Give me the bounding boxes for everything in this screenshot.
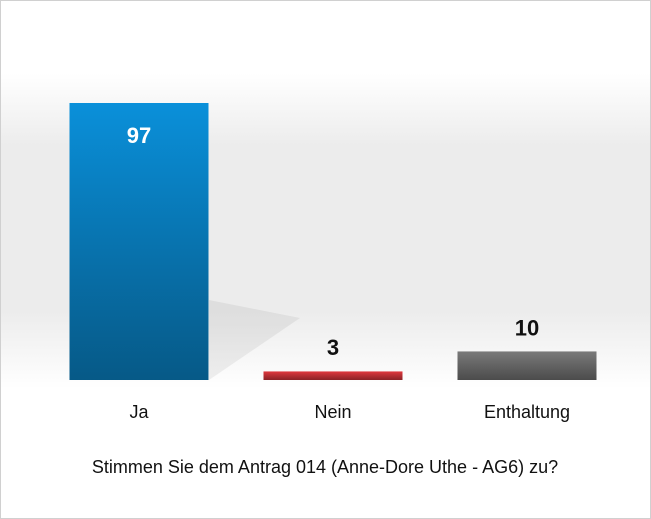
bar-shadow: [209, 300, 300, 380]
data-label: 97: [127, 123, 151, 148]
x-tick-label: Nein: [314, 402, 351, 422]
data-label: 3: [327, 335, 339, 360]
bar: [263, 371, 403, 380]
bar: [457, 351, 597, 380]
x-tick-label: Ja: [129, 402, 149, 422]
data-label: 10: [515, 315, 539, 340]
x-tick-label: Enthaltung: [484, 402, 570, 422]
chart-title: Stimmen Sie dem Antrag 014 (Anne-Dore Ut…: [91, 457, 559, 477]
bar: [69, 103, 209, 380]
